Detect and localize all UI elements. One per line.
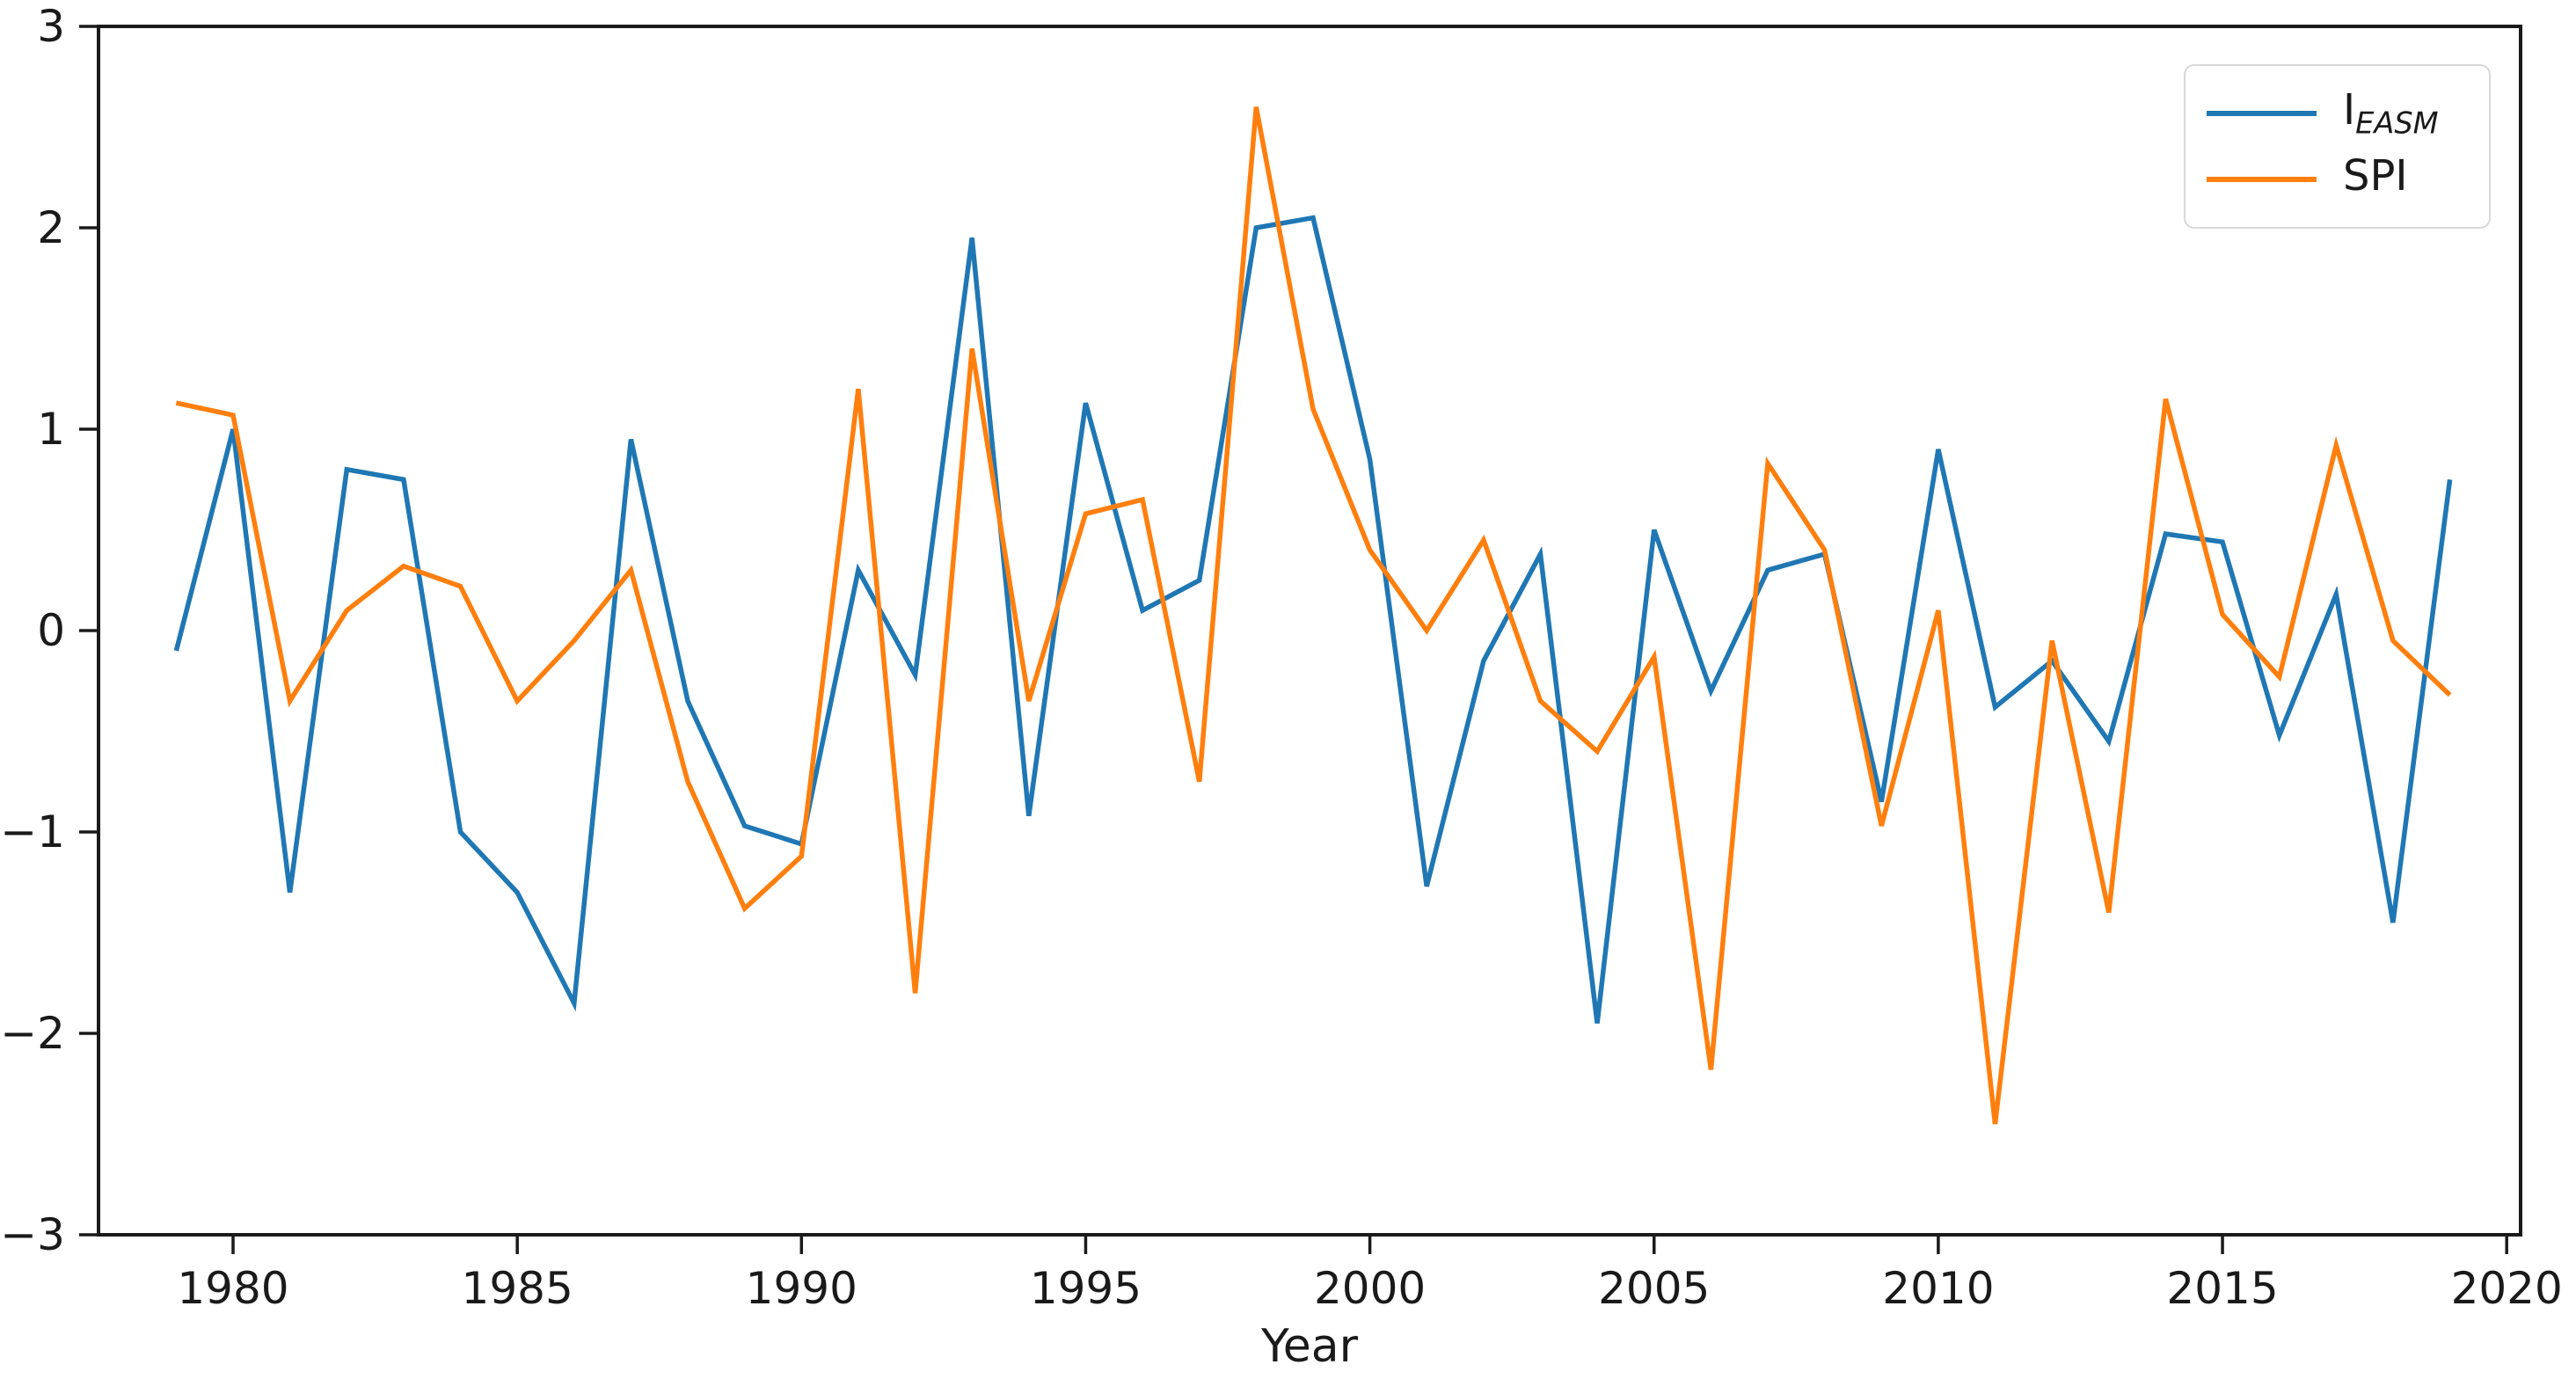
x-axis-title: Year [1260, 1320, 1359, 1373]
x-tick-label: 1980 [177, 1263, 288, 1314]
legend-label-ieasm: IEASM [2343, 84, 2439, 141]
legend-item-spi: SPI [2207, 155, 2468, 204]
series-line-spi [175, 106, 2452, 1125]
x-tick-label: 1985 [462, 1263, 573, 1314]
y-axis: −3 −2 −1 0 1 2 3 [0, 1, 99, 1260]
legend-item-ieasm: IEASM [2207, 89, 2468, 138]
series-line-i_easm [173, 215, 2453, 1024]
y-tick-label: 1 [37, 404, 65, 455]
spi-line-swatch [2207, 177, 2317, 183]
x-tick-label: 1995 [1030, 1263, 1142, 1314]
y-tick-label: 3 [37, 1, 65, 52]
y-tick-label: −1 [0, 806, 65, 857]
x-axis: 1980 1985 1990 1995 2000 2005 2010 2015 2020 [177, 1235, 2563, 1314]
y-tick-label: 0 [37, 605, 65, 656]
x-tick-label: 2020 [2451, 1263, 2563, 1314]
x-tick-label: 1990 [746, 1263, 857, 1314]
ieasm-line-swatch [2207, 110, 2317, 116]
legend-box: IEASM SPI [2184, 64, 2491, 229]
legend-label-spi: SPI [2343, 151, 2408, 201]
x-tick-label: 2005 [1598, 1263, 1710, 1314]
x-tick-label: 2010 [1882, 1263, 1994, 1314]
axes-spines [97, 25, 2522, 1237]
x-tick-label: 2000 [1314, 1263, 1426, 1314]
y-tick-label: −2 [0, 1008, 65, 1059]
y-tick-label: −3 [0, 1209, 65, 1260]
y-tick-label: 2 [37, 202, 65, 253]
x-tick-label: 2015 [2166, 1263, 2278, 1314]
